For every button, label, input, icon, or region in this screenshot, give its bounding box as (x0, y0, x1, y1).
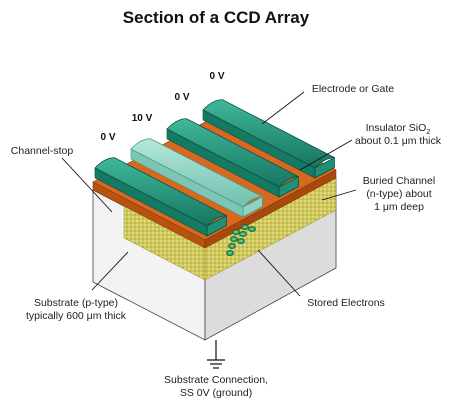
electrode-label: Electrode or Gate (312, 83, 394, 95)
gate-1 (94, 157, 227, 237)
leader-lines (61, 91, 357, 297)
substrate-connection-label-1: Substrate Connection, (164, 374, 268, 386)
buried-channel-label-2: (n-type) about (366, 188, 431, 200)
substrate-label-1: Substrate (p-type) (34, 297, 118, 309)
insulator-side (204, 169, 337, 249)
buried-channel-label-3: 1 μm deep (374, 201, 424, 213)
gate-end (314, 156, 335, 179)
electrode-gates (94, 99, 335, 237)
insulator-leader (299, 139, 353, 171)
insulator-label: Insulator SiO2 (366, 122, 431, 136)
gate-voltage-4: 0 V (209, 71, 224, 82)
ground-symbol (207, 340, 225, 369)
stored-electrons-label: Stored Electrons (307, 297, 385, 309)
gate-voltage-3: 0 V (174, 92, 189, 103)
insulator-thickness-label: about 0.1 μm thick (355, 135, 442, 147)
substrate-label-2: typically 600 μm thick (26, 310, 127, 322)
channel-stop-label: Channel-stop (11, 145, 74, 157)
gate-4 (202, 99, 335, 179)
substrate-leader (91, 251, 129, 291)
page-title: Section of a CCD Array (123, 8, 310, 27)
electrode-leader (261, 91, 305, 125)
substrate-connection-label-2: SS 0V (ground) (180, 387, 252, 399)
gate-end (278, 175, 299, 198)
channel-stop-leader (61, 157, 113, 213)
gate-end (242, 195, 263, 218)
gate-end (206, 214, 227, 237)
buried-channel-label-1: Buried Channel (363, 175, 435, 187)
buried-channel-leader (321, 189, 357, 201)
gate-2 (130, 138, 263, 218)
stored-electrons-leader (257, 249, 301, 297)
gate-voltage-2: 10 V (132, 113, 153, 124)
stored-electrons (226, 224, 256, 256)
gate-voltage-1: 0 V (100, 132, 115, 143)
gate-3 (166, 118, 299, 198)
